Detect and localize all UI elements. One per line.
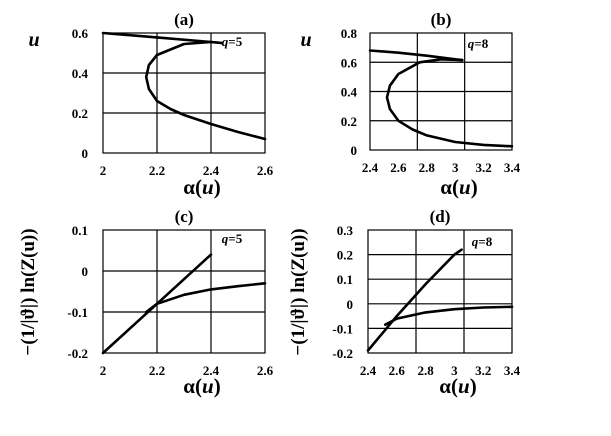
panel-label: (d) [430, 207, 451, 226]
series-annotation: q=8 [472, 234, 493, 249]
series-annotation: q=5 [222, 34, 243, 49]
panel-label: (c) [175, 207, 194, 226]
y-axis-label: −(1/|ϑ|) ln(Z(u)) [288, 228, 309, 355]
y-tick-label: 0.4 [341, 85, 358, 100]
panel-c: (c) 2 2.2 2.4 2.6 -0.2 -0.1 0 0.1 α(u) −(1/|ϑ|) ln… [18, 207, 274, 398]
y-tick-label: 0 [351, 143, 358, 158]
y-tick-label: 0.6 [341, 55, 358, 70]
y-tick-label: 0.1 [337, 272, 353, 287]
series-line [385, 57, 514, 148]
panel-label: (a) [174, 10, 194, 29]
x-tick-label: 2.8 [417, 363, 434, 378]
x-tick-label: 2.4 [203, 163, 220, 178]
x-tick-label: 3.4 [504, 160, 521, 175]
x-axis-label: α(u) [440, 175, 477, 199]
x-tick-label: 2 [100, 363, 107, 378]
x-tick-label: 3.4 [504, 363, 521, 378]
x-axis-label: α(u) [439, 374, 476, 398]
series-line [366, 248, 463, 352]
x-tick-label: 2.6 [390, 160, 407, 175]
y-tick-label: 0.3 [337, 223, 354, 238]
x-tick-label: 2.4 [360, 363, 377, 378]
plot-grid [102, 32, 266, 154]
y-tick-label: 0.2 [72, 106, 88, 121]
series-annotation: q=5 [222, 231, 243, 246]
x-tick-label: 2.2 [149, 163, 165, 178]
y-axis-label: u [28, 29, 39, 51]
y-tick-label: -0.1 [332, 321, 353, 336]
y-tick-label: -0.2 [332, 346, 353, 361]
y-tick-label: 0.4 [72, 66, 89, 81]
y-tick-label: -0.1 [67, 305, 88, 320]
x-tick-label: 2.8 [419, 160, 436, 175]
y-tick-label: 0.6 [72, 26, 89, 41]
y-tick-label: 0.2 [341, 114, 357, 129]
x-tick-label: 2.6 [257, 163, 274, 178]
panel-b: (b) 2.4 2.6 2.8 3 3.2 3.4 0 0.2 0.4 0.6 0.8 α(u) u q=8 [300, 10, 520, 199]
svg-text:−(1/|ϑ|) ln(Z(u)): −(1/|ϑ|) ln(Z(u)) [18, 228, 39, 355]
plot-frame [102, 229, 266, 354]
plot-grid [102, 229, 266, 354]
series-line [144, 281, 267, 314]
x-tick-label: 3.2 [475, 363, 491, 378]
series-line [144, 40, 267, 141]
panel-a: (a) 2 2.2 2.4 2.6 0 0.2 0.4 0.6 α(u) u q=5 [28, 10, 273, 199]
panel-label: (b) [431, 10, 452, 29]
series-annotation: q=8 [468, 36, 489, 51]
y-tick-label: 0 [82, 264, 89, 279]
svg-text:−(1/|ϑ|) ln(Z(u)): −(1/|ϑ|) ln(Z(u)) [288, 228, 309, 355]
y-tick-label: 0.1 [72, 223, 88, 238]
x-tick-label: 3 [451, 363, 458, 378]
x-tick-label: 2.6 [257, 363, 274, 378]
y-tick-label: 0 [347, 297, 354, 312]
x-tick-label: 2.4 [362, 160, 379, 175]
y-tick-label: 0 [82, 146, 89, 161]
x-axis-label: α(u) [183, 175, 220, 199]
y-axis-label: −(1/|ϑ|) ln(Z(u)) [18, 228, 39, 355]
plot-frame [367, 229, 513, 354]
x-tick-label: 2.2 [149, 363, 165, 378]
series-line [383, 305, 514, 327]
panel-d: (d) 2.4 2.6 2.8 3 3.2 3.4 -0.2 -0.1 0 0.1 0.2 0.3 α(u… [288, 207, 521, 398]
x-tick-label: 3 [452, 160, 459, 175]
x-tick-label: 2.6 [389, 363, 406, 378]
y-tick-label: 0.8 [341, 26, 358, 41]
x-tick-label: 2.4 [203, 363, 220, 378]
y-tick-label: 0.2 [337, 248, 353, 263]
plot-frame [102, 32, 266, 154]
plot-grid [369, 32, 513, 151]
y-tick-label: -0.2 [67, 346, 88, 361]
x-tick-label: 3.2 [475, 160, 491, 175]
plot-grid [367, 229, 513, 354]
x-tick-label: 2 [100, 163, 107, 178]
x-axis-label: α(u) [183, 374, 220, 398]
y-axis-label: u [300, 29, 311, 51]
